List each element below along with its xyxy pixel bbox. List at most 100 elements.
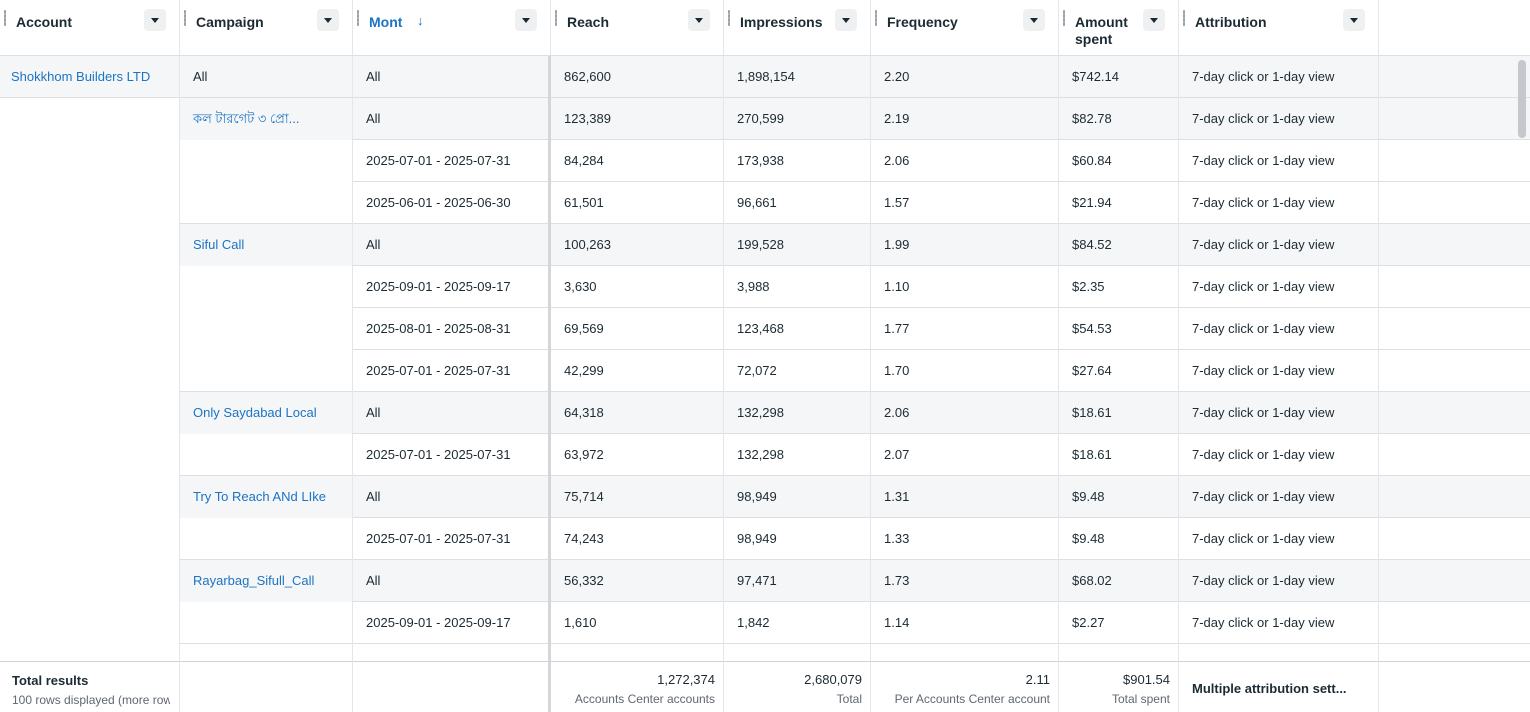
footer-note: Per Accounts Center account (894, 692, 1050, 706)
campaign-cell: All (193, 69, 208, 84)
attribution-cell: 7-day click or 1-day view (1192, 489, 1335, 504)
account-cell[interactable]: Shokkhom Builders LTD (11, 69, 151, 84)
month-cell: All (366, 69, 381, 84)
row-line (0, 97, 180, 98)
month-cell: 2025-09-01 - 2025-09-17 (366, 279, 511, 294)
frequency-cell: 2.06 (884, 405, 910, 420)
column-menu-button[interactable] (1023, 9, 1045, 31)
frequency-cell: 1.57 (884, 195, 910, 210)
month-cell: All (366, 111, 381, 126)
month-cell: All (366, 237, 381, 252)
amount-spent-cell: $2.35 (1072, 279, 1105, 294)
month-cell: All (366, 405, 381, 420)
cell-highlight (180, 476, 353, 518)
column-line (1058, 0, 1059, 712)
column-header[interactable]: Mont ↓ (353, 0, 551, 56)
cell-highlight (180, 98, 353, 140)
column-header[interactable]: Impressions (724, 0, 871, 56)
frequency-cell: 1.70 (884, 363, 910, 378)
attribution-cell: 7-day click or 1-day view (1192, 615, 1335, 630)
impressions-cell: 98,949 (737, 531, 777, 546)
column-header[interactable]: Reach (551, 0, 724, 56)
attribution-cell: 7-day click or 1-day view (1192, 279, 1335, 294)
campaign-cell[interactable]: Try To Reach ANd LIke (193, 489, 326, 504)
drag-handle (728, 10, 730, 26)
reach-cell: 3,630 (564, 279, 597, 294)
attribution-cell: 7-day click or 1-day view (1192, 111, 1335, 126)
campaign-cell[interactable]: Rayarbag_Sifull_Call (193, 573, 315, 588)
footer-cell: 1,272,374 Accounts Center accounts (551, 661, 724, 712)
column-header[interactable]: Frequency (871, 0, 1059, 56)
row-line (353, 391, 1530, 392)
column-menu-button[interactable] (317, 9, 339, 31)
attribution-cell: 7-day click or 1-day view (1192, 363, 1335, 378)
frequency-cell: 2.06 (884, 153, 910, 168)
campaign-cell[interactable]: Siful Call (193, 237, 245, 252)
footer-total: 2.11 (1025, 672, 1050, 687)
drag-handle (357, 10, 359, 26)
footer-total: 2,680,079 (804, 672, 862, 687)
column-header[interactable]: Campaign (180, 0, 353, 56)
month-cell: 2025-06-01 - 2025-06-30 (366, 195, 511, 210)
column-line (548, 0, 551, 712)
month-cell: 2025-08-01 - 2025-08-31 (366, 321, 511, 336)
month-cell: 2025-07-01 - 2025-07-31 (366, 531, 511, 546)
column-header[interactable]: Attribution (1179, 0, 1379, 56)
frequency-cell: 1.73 (884, 573, 910, 588)
campaign-cell[interactable]: Only Saydabad Local (193, 405, 317, 420)
column-line (1178, 0, 1179, 712)
amount-spent-cell: $27.64 (1072, 363, 1112, 378)
reach-cell: 74,243 (564, 531, 604, 546)
column-menu-button[interactable] (688, 9, 710, 31)
footer-note: Accounts Center accounts (574, 692, 715, 706)
drag-handle (4, 10, 6, 26)
amount-spent-cell: $68.02 (1072, 573, 1112, 588)
column-title: Reach (567, 14, 610, 30)
column-header[interactable]: Account (0, 0, 180, 56)
column-menu-button[interactable] (515, 9, 537, 31)
row-line (180, 475, 353, 476)
row-line (180, 643, 353, 644)
footer-cell: 2,680,079 Total (724, 661, 871, 712)
attribution-cell: 7-day click or 1-day view (1192, 321, 1335, 336)
amount-spent-cell: $2.27 (1072, 615, 1105, 630)
amount-spent-cell: $21.94 (1072, 195, 1112, 210)
column-header[interactable]: Amount spent (1059, 0, 1179, 56)
row-line (353, 559, 1530, 560)
column-title: Campaign (196, 14, 264, 30)
amount-spent-cell: $742.14 (1072, 69, 1119, 84)
impressions-cell: 72,072 (737, 363, 777, 378)
month-cell: 2025-07-01 - 2025-07-31 (366, 447, 511, 462)
scrollbar[interactable] (1518, 60, 1526, 138)
frequency-cell: 1.99 (884, 237, 910, 252)
reach-cell: 69,569 (564, 321, 604, 336)
cell-highlight (180, 56, 353, 98)
reach-cell: 61,501 (564, 195, 604, 210)
campaign-cell[interactable]: কল টারগেট ৩ প্রো... (193, 111, 300, 126)
footer-cell: Total results 100 rows displayed (more ro… (0, 661, 180, 712)
frequency-cell: 1.77 (884, 321, 910, 336)
reach-cell: 862,600 (564, 69, 611, 84)
column-menu-button[interactable] (835, 9, 857, 31)
footer-total: 1,272,374 (657, 672, 715, 687)
footer-title: Total results (12, 673, 89, 688)
impressions-cell: 173,938 (737, 153, 784, 168)
attribution-cell: 7-day click or 1-day view (1192, 237, 1335, 252)
footer-cell (1379, 661, 1530, 712)
footer-attribution: Multiple attribution sett... (1192, 681, 1347, 696)
row-line (180, 391, 353, 392)
impressions-cell: 1,898,154 (737, 69, 795, 84)
reach-cell: 1,610 (564, 615, 597, 630)
frequency-cell: 1.33 (884, 531, 910, 546)
row-line (353, 475, 1530, 476)
month-cell: 2025-09-01 - 2025-09-17 (366, 615, 511, 630)
column-menu-button[interactable] (144, 9, 166, 31)
column-title: Account (16, 14, 72, 30)
column-menu-button[interactable] (1343, 9, 1365, 31)
attribution-cell: 7-day click or 1-day view (1192, 447, 1335, 462)
column-menu-button[interactable] (1143, 9, 1165, 31)
reach-cell: 63,972 (564, 447, 604, 462)
column-line (179, 0, 180, 712)
